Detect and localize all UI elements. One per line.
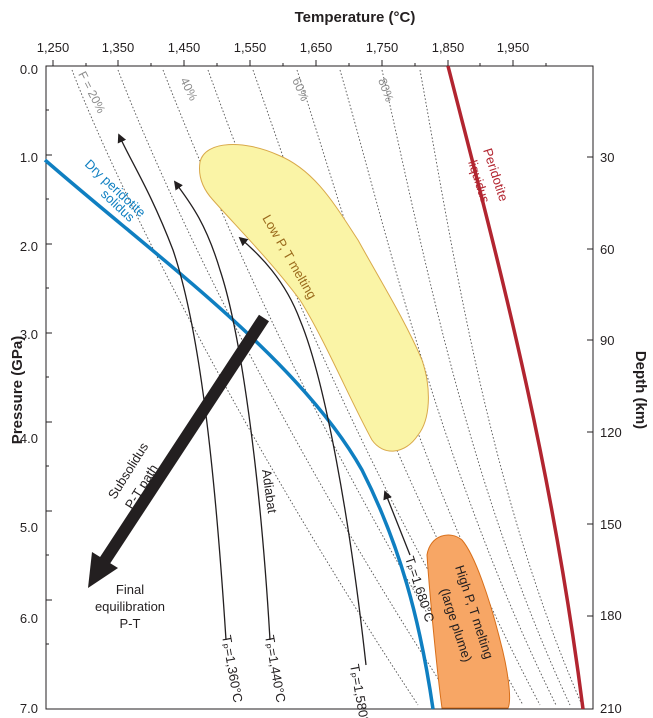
top-tick-label: 1,550	[234, 40, 267, 55]
top-tick-label: 1,850	[432, 40, 465, 55]
adiabat-path-1680	[383, 490, 411, 556]
melt-contour-line	[419, 69, 583, 706]
melt-label-40: 40%	[177, 75, 200, 103]
top-tick-labels: 1,250 1,350 1,450 1,550 1,650 1,750 1,85…	[37, 40, 530, 55]
right-tick-label: 180	[600, 608, 622, 623]
final-label-2: equilibration	[95, 599, 165, 614]
tp-1360-label: Tₚ=1,360°C	[219, 634, 246, 704]
dry-peridotite-solidus	[43, 158, 435, 710]
final-label-3: P-T	[120, 616, 141, 631]
peridotite-liquidus	[446, 65, 585, 710]
adiabat-paths	[117, 133, 411, 666]
tp-1440-label: Tₚ=1,440°C	[262, 634, 289, 704]
adiabat-path-1580	[238, 236, 367, 666]
melt-contour-line	[117, 69, 456, 706]
left-tick-label: 1.0	[20, 150, 38, 165]
right-tick-label: 120	[600, 425, 622, 440]
top-tick-label: 1,450	[168, 40, 201, 55]
left-tick-label: 6.0	[20, 611, 38, 626]
left-tick-label: 5.0	[20, 520, 38, 535]
right-tick-label: 30	[600, 150, 614, 165]
low-pt-melting-region	[199, 144, 429, 452]
tp-1580-label: Tₚ=1,580°C	[347, 663, 374, 718]
plot-frame	[45, 60, 594, 710]
top-tick-label: 1,950	[497, 40, 530, 55]
right-tick-label: 210	[600, 701, 622, 716]
adiabat-label: Adiabat	[259, 468, 280, 514]
left-tick-labels: 0.0 1.0 2.0 3.0 4.0 5.0 6.0 7.0	[20, 62, 38, 716]
top-axis-title: Temperature (°C)	[295, 9, 416, 26]
right-tick-labels: 30 60 90 120 150 180 210	[600, 150, 622, 716]
left-tick-label: 3.0	[20, 327, 38, 342]
left-axis-title: Pressure (GPa)	[9, 336, 26, 444]
left-tick-label: 2.0	[20, 239, 38, 254]
adiabat-path-1360	[117, 133, 227, 641]
right-tick-label: 90	[600, 333, 614, 348]
right-axis-title: Depth (km)	[632, 351, 649, 429]
final-label-1: Final	[116, 582, 144, 597]
melt-label-60: 60%	[289, 76, 312, 104]
high-pt-melting-region	[426, 534, 511, 709]
top-tick-label: 1,350	[102, 40, 135, 55]
melt-label-80: 80%	[375, 76, 396, 104]
top-tick-label: 1,250	[37, 40, 70, 55]
left-tick-label: 7.0	[20, 701, 38, 716]
melt-label-20: F = 20%	[75, 69, 108, 116]
melt-contour-line	[381, 69, 571, 706]
right-tick-label: 150	[600, 517, 622, 532]
subsolidus-arrow	[88, 314, 270, 588]
left-tick-label: 0.0	[20, 62, 38, 77]
melt-contour-line	[71, 69, 419, 706]
left-tick-label: 4.0	[20, 431, 38, 446]
top-tick-label: 1,750	[366, 40, 399, 55]
top-tick-label: 1,650	[300, 40, 333, 55]
melt-contour-line	[207, 69, 506, 706]
adiabat-path-1440	[173, 180, 271, 641]
right-tick-label: 60	[600, 242, 614, 257]
